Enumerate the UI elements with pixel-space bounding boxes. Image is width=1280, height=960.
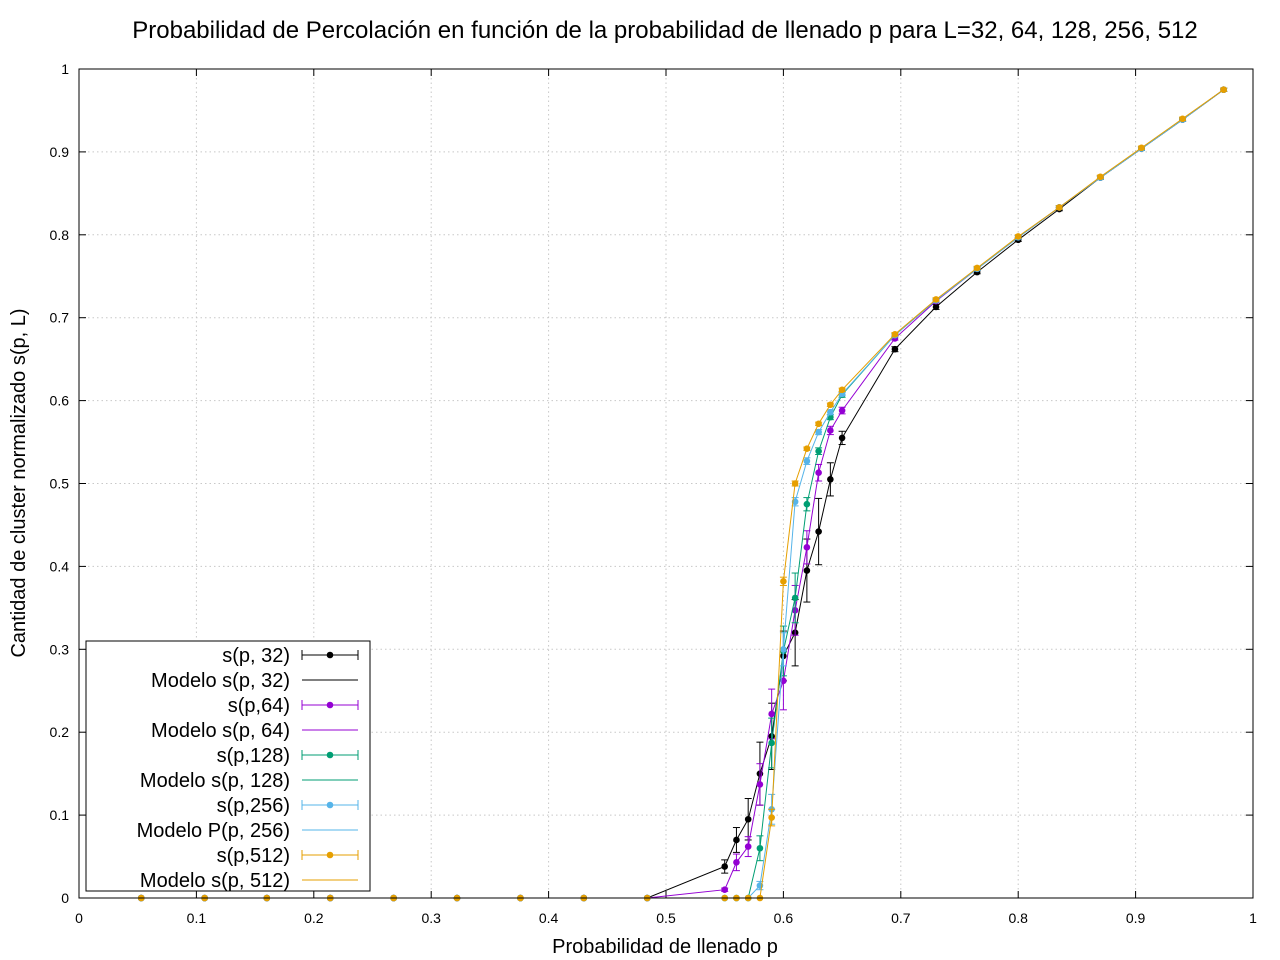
y-tick-label: 0.4 — [50, 558, 70, 574]
data-point — [815, 420, 822, 428]
data-point — [780, 677, 787, 685]
legend-swatch-point — [326, 651, 334, 659]
data-point — [1138, 144, 1145, 152]
data-point — [768, 739, 775, 747]
data-point — [815, 428, 822, 436]
x-tick-label: 0.2 — [304, 910, 324, 926]
legend-swatch-point — [326, 701, 334, 709]
y-tick-label: 0.5 — [50, 476, 70, 492]
legend-label: s(p,128) — [217, 745, 290, 767]
data-point — [1014, 233, 1022, 240]
y-tick-label: 1 — [61, 61, 69, 77]
chart-title: Probabilidad de Percolación en función d… — [132, 17, 1197, 44]
data-point — [744, 843, 752, 850]
x-tick-label: 0.9 — [1126, 910, 1146, 926]
data-point — [768, 814, 775, 821]
data-point — [756, 781, 764, 788]
data-point — [827, 476, 834, 483]
legend-label: s(p,256) — [217, 795, 290, 817]
ticks: 0 0.1 0.2 0.3 0.4 0.5 0.6 0.7 0.8 0.9 1 0 0.1 0.2 0.3 0… — [50, 61, 1258, 926]
legend-label: s(p, 32) — [222, 645, 290, 667]
legend-label: s(p,64) — [228, 695, 290, 717]
legend-label: s(p,512) — [217, 845, 290, 867]
legend-swatch-point — [326, 851, 334, 859]
data-point — [744, 815, 752, 823]
data-point — [932, 296, 940, 303]
data-point — [827, 401, 834, 409]
legend: s(p, 32) Modelo s(p, 32) s(p,64) Modelo s(p… — [85, 640, 371, 892]
data-point — [838, 407, 846, 414]
x-tick-label: 0.1 — [187, 910, 207, 926]
legend-label: Modelo P(p, 256) — [137, 820, 290, 842]
legend-label: Modelo s(p, 64) — [151, 720, 290, 742]
data-point — [780, 578, 787, 585]
legend-label: Modelo s(p, 512) — [140, 870, 290, 892]
x-tick-label: 0.4 — [539, 910, 559, 926]
x-tick-label: 0.6 — [774, 910, 794, 926]
x-tick-label: 0 — [75, 910, 83, 926]
plot-frame — [78, 68, 1254, 899]
y-tick-label: 0.1 — [50, 807, 70, 823]
data-point — [827, 427, 834, 434]
data-point — [1097, 173, 1104, 181]
data-point — [891, 330, 899, 338]
y-tick-label: 0.9 — [50, 144, 70, 160]
x-axis-label: Probabilidad de llenado p — [552, 936, 778, 958]
data-point — [1055, 204, 1063, 211]
data-point — [891, 345, 899, 353]
data-point — [803, 567, 811, 574]
data-point — [721, 863, 728, 870]
data-point — [803, 500, 811, 508]
y-tick-label: 0.6 — [50, 393, 70, 409]
data-point — [838, 434, 846, 442]
y-tick-label: 0.8 — [50, 227, 70, 243]
legend-label: Modelo s(p, 32) — [151, 670, 290, 692]
y-tick-label: 0.3 — [50, 641, 70, 657]
legend-label: Modelo s(p, 128) — [140, 770, 290, 792]
legend-swatch-point — [326, 801, 334, 809]
data-point — [803, 445, 811, 452]
data-point — [721, 886, 728, 894]
data-point — [803, 457, 811, 465]
data-point — [803, 544, 811, 551]
data-point — [1179, 115, 1186, 123]
legend-swatch-point — [326, 751, 334, 759]
data-point — [756, 844, 764, 852]
x-tick-label: 0.5 — [656, 910, 676, 926]
data-point — [780, 646, 787, 653]
data-point — [827, 408, 834, 416]
y-tick-label: 0 — [61, 890, 69, 906]
data-point — [973, 264, 981, 272]
data-point — [791, 480, 799, 487]
data-point — [733, 836, 740, 844]
x-tick-label: 1 — [1249, 910, 1257, 926]
data-point — [815, 447, 822, 455]
grid — [79, 69, 1253, 898]
x-tick-label: 0.3 — [421, 910, 441, 926]
x-tick-label: 0.7 — [891, 910, 911, 926]
y-tick-label: 0.2 — [50, 724, 70, 740]
data-point — [733, 859, 740, 866]
data-point — [768, 710, 775, 718]
legend-box — [85, 640, 371, 892]
data-point — [791, 594, 799, 602]
data-point — [1220, 86, 1227, 94]
data-point — [838, 386, 846, 394]
y-tick-label: 0.7 — [50, 310, 70, 326]
y-axis-label: Cantidad de cluster normalizado s(p, L) — [8, 308, 30, 657]
x-tick-label: 0.8 — [1008, 910, 1028, 926]
data-point — [932, 303, 940, 311]
data-point — [815, 528, 822, 535]
data-point — [815, 469, 822, 477]
